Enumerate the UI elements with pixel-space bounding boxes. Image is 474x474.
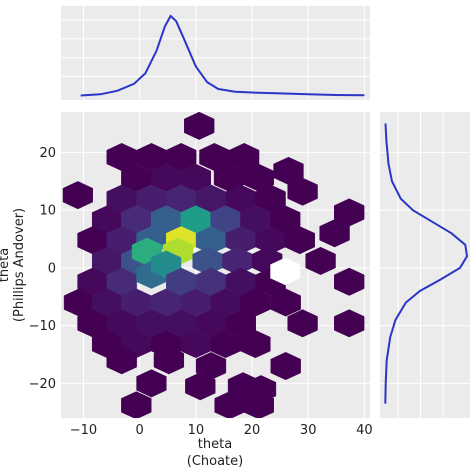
hexbin-holes	[270, 257, 301, 286]
y-tick-label: 20	[39, 146, 56, 161]
kde-x-line	[80, 14, 365, 97]
y-tick-label: 10	[39, 204, 56, 219]
hexbin-cells	[62, 112, 365, 418]
kde-y-line	[384, 123, 469, 404]
hexbin-empty-cell	[270, 257, 301, 286]
y-axis-label-line-1: theta	[0, 248, 12, 282]
hexbin-cell	[243, 391, 274, 418]
x-tick-label: 20	[244, 423, 261, 438]
x-tick-labels: −10 0 10 20 30 40	[70, 423, 373, 438]
y-tick-labels: −20 −10 0 10 20	[29, 146, 56, 392]
top-marginal-background	[61, 6, 370, 100]
top-marginal-grid	[61, 6, 370, 100]
hexbin-cell	[240, 330, 271, 359]
hexbin-cell	[284, 226, 315, 255]
hexbin-cell	[121, 391, 152, 418]
main-hexbin-panel	[61, 112, 370, 418]
x-axis-label-line-2: (Choate)	[187, 454, 243, 469]
right-marginal-grid	[380, 112, 470, 418]
hexbin-cell	[184, 112, 215, 140]
y-tick-label: −10	[29, 319, 56, 334]
y-axis-label: theta (Phillips Andover)	[0, 208, 27, 322]
x-tick-label: 10	[188, 423, 205, 438]
x-tick-label: −10	[70, 423, 97, 438]
hexbin-cell	[270, 352, 301, 381]
hexbin-cell	[334, 309, 365, 338]
hexbin-cell	[319, 219, 350, 248]
hexbin-cell	[334, 267, 365, 296]
y-tick-label: 0	[48, 261, 56, 276]
hexbin-cell	[270, 288, 301, 317]
hexbin-cell	[305, 246, 336, 275]
top-marginal-panel	[61, 6, 370, 100]
hexbin-cell	[106, 346, 137, 375]
hexbin-cell	[136, 369, 167, 398]
x-tick-label: 40	[356, 423, 373, 438]
hexbin-cell	[153, 346, 185, 375]
hexbin-cell	[62, 181, 93, 210]
right-marginal-background	[380, 112, 470, 418]
y-axis-label-line-2: (Phillips Andover)	[12, 208, 27, 322]
x-axis-label-line-1: theta	[198, 437, 232, 452]
hexbin-cell	[185, 372, 216, 401]
x-tick-label: 0	[136, 423, 144, 438]
hexbin-cell	[287, 309, 318, 338]
hexbin-cell	[287, 177, 318, 206]
y-tick-label: −20	[29, 377, 56, 392]
right-marginal-panel	[380, 112, 470, 418]
x-tick-label: 30	[300, 423, 317, 438]
